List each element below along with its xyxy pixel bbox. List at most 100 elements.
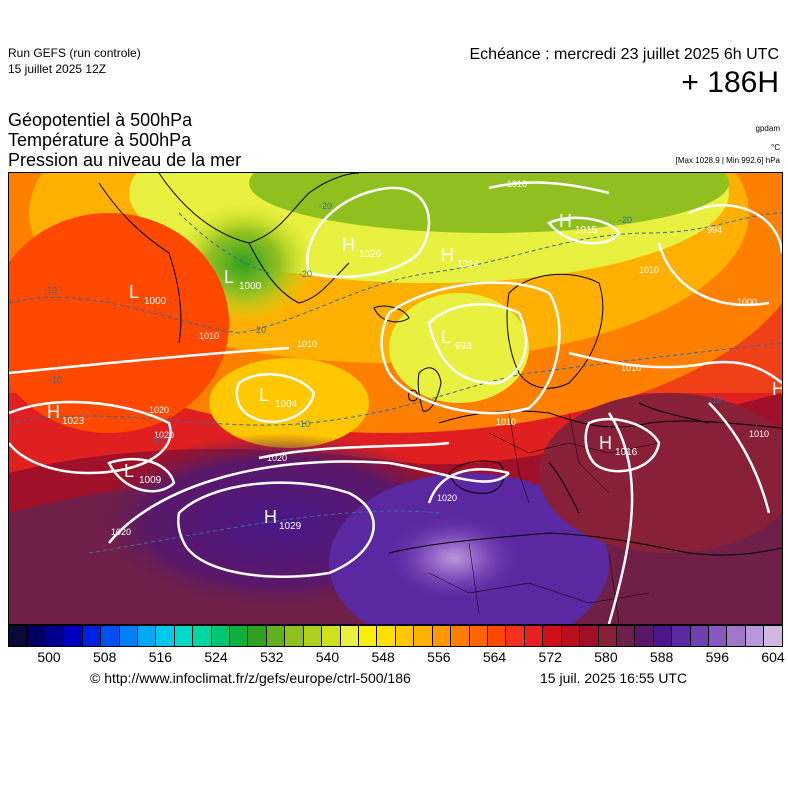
isobar-label: 1020 <box>149 405 169 415</box>
pressure-center: L 1000 <box>224 267 262 292</box>
isobar-label: 1010 <box>507 179 527 189</box>
forecast-valid-time: Echéance : mercredi 23 juillet 2025 6h U… <box>469 46 780 63</box>
isotherm-label: -20 <box>253 325 266 335</box>
color-scale-label: 572 <box>538 649 562 665</box>
field-sahara-max <box>384 513 524 603</box>
isobar-label: 1010 <box>297 339 317 349</box>
generation-date: 15 juil. 2025 16:55 UTC <box>540 670 688 686</box>
color-scale-swatch <box>137 626 157 646</box>
color-scale-label: 508 <box>93 649 117 665</box>
color-scale-swatch <box>727 626 746 646</box>
svg-text:H: H <box>599 433 612 453</box>
color-scale-labels: 500 508 516 524 532 540 548 556 564 572 580 588 596 6… <box>8 649 784 667</box>
svg-text:L: L <box>441 327 451 347</box>
svg-text:1029: 1029 <box>279 521 302 532</box>
color-scale-swatch <box>395 626 415 646</box>
forecast-lead-time: + 186H <box>681 66 779 99</box>
color-scale-swatch <box>119 626 138 646</box>
isobar-1010-east <box>568 351 782 384</box>
iberia <box>448 460 505 494</box>
color-scale-swatch <box>580 626 599 646</box>
color-scale-swatch <box>616 626 636 646</box>
isobar-994-east <box>688 203 782 254</box>
color-scale-swatch <box>340 626 360 646</box>
isobar-label: 1020 <box>267 453 287 463</box>
color-scale-swatch <box>653 626 673 646</box>
isobar-label: 1010 <box>621 363 641 373</box>
color-scale-swatch <box>635 626 654 646</box>
isotherm-label: -20 <box>299 269 312 279</box>
svg-text:1004: 1004 <box>275 399 298 410</box>
svg-text:1016: 1016 <box>615 447 638 458</box>
color-scale-swatch <box>377 626 396 646</box>
color-scale-swatch <box>764 626 782 646</box>
svg-text:L: L <box>259 385 269 405</box>
iceland <box>373 305 410 323</box>
svg-text:L: L <box>224 267 234 287</box>
color-scale-swatch <box>82 626 102 646</box>
color-scale-swatch <box>524 626 544 646</box>
pressure-center: L 993 <box>441 327 472 352</box>
italy <box>548 462 580 514</box>
isobar-1010-atlantic <box>9 346 290 375</box>
isobar-1010-north <box>488 181 610 195</box>
isobar-1010-west-low <box>107 457 176 493</box>
svg-text:H: H <box>342 235 355 255</box>
color-scale-label: 532 <box>260 649 284 665</box>
isobar-1010-turkey <box>708 402 771 514</box>
color-scale-swatch <box>487 626 507 646</box>
pressure-center: L 1000 <box>129 282 167 307</box>
pressure-center: H 1029 <box>264 507 302 532</box>
north-africa-coast <box>388 532 782 556</box>
color-scale-swatch <box>45 626 65 646</box>
color-scale-swatch <box>745 626 765 646</box>
color-scale-swatch <box>690 626 710 646</box>
svg-text:1015: 1015 <box>575 225 598 236</box>
isobar-1010-med <box>607 412 634 624</box>
isotherms <box>9 212 782 554</box>
isobar-label: 1010 <box>496 417 516 427</box>
color-scale-swatch <box>506 626 525 646</box>
svg-text:1023: 1023 <box>62 416 85 427</box>
pressure-center: H 1026 <box>342 235 382 260</box>
isobar-label: 1020 <box>437 493 457 503</box>
isobar-1020-iberia <box>427 468 510 504</box>
color-scale-label: 540 <box>315 649 340 665</box>
title-pressure: Pression au niveau de la mer <box>8 150 242 170</box>
black-sea-coast <box>638 402 710 424</box>
field-atlantic-trough <box>209 358 369 448</box>
isotherm-label: -10 <box>44 285 57 295</box>
field-green-north <box>249 173 729 233</box>
svg-text:H: H <box>441 245 454 265</box>
greenland-coast <box>158 173 360 244</box>
color-scale-swatch <box>156 626 175 646</box>
isobar-1010-scandinavia <box>380 281 561 415</box>
color-scale-swatch <box>193 626 212 646</box>
isotherm-labels: -20 -20 -20 -20 -10 -10 -10 -10 -10 <box>44 201 722 445</box>
title-geopotential: Géopotentiel à 500hPa <box>8 110 193 130</box>
color-scale-swatch <box>266 626 286 646</box>
color-scale-swatch <box>359 626 378 646</box>
isobar-label: 1010 <box>749 429 769 439</box>
isotherm-label: -10 <box>709 395 722 405</box>
svg-text:1026: 1026 <box>359 249 382 260</box>
color-scale-swatch <box>230 626 249 646</box>
color-scale-swatch <box>322 626 341 646</box>
isotherm-label: -20 <box>619 215 632 225</box>
field-east-med <box>539 393 782 553</box>
isobar-labels: 1010 1010 1010 1010 1010 1010 1020 1020 … <box>111 179 769 537</box>
ireland <box>408 389 418 402</box>
isotherm-label: -10 <box>49 375 62 385</box>
color-scale-swatch <box>561 626 581 646</box>
color-scale-swatch <box>285 626 304 646</box>
color-scale-swatch <box>9 626 28 646</box>
color-scale-swatch <box>672 626 691 646</box>
pressure-center: H 1014 <box>441 245 480 270</box>
run-date: 15 juillet 2025 12Z <box>8 62 107 76</box>
unit-geopotential: gpdam <box>755 124 780 133</box>
isobar-1020-azores-high <box>176 481 375 578</box>
color-scale-swatch <box>469 626 488 646</box>
unit-temperature: °C <box>771 143 780 152</box>
color-scale-swatch <box>451 626 470 646</box>
color-scale-label: 516 <box>148 649 173 665</box>
